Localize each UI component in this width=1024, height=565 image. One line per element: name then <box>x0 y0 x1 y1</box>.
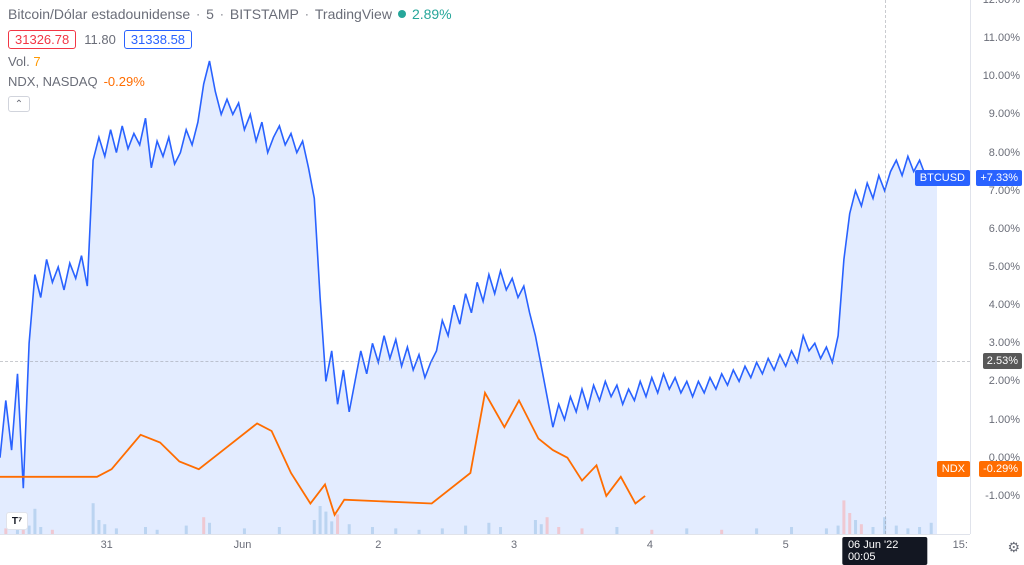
ohlc-row: 31326.78 11.80 31338.58 <box>8 30 192 49</box>
interval[interactable]: 5 <box>206 6 214 22</box>
x-tick-label: 15: <box>953 539 968 551</box>
y-tick-label: 9.00% <box>989 108 1020 120</box>
change-pct: 2.89% <box>412 6 452 22</box>
volume-value: 7 <box>33 54 40 69</box>
settings-button[interactable]: ⚙ <box>1007 539 1020 556</box>
compare-row: NDX, NASDAQ -0.29% <box>8 74 145 89</box>
tradingview-logo[interactable]: T⁷ <box>6 512 28 530</box>
exchange: BITSTAMP <box>230 6 299 22</box>
x-tick-label: 4 <box>647 539 653 551</box>
chevron-up-icon: ⌃ <box>15 99 23 110</box>
symbol-name[interactable]: Bitcoin/Dólar estadounidense <box>8 6 190 22</box>
chart-header: Bitcoin/Dólar estadounidense · 5 · BITST… <box>8 6 452 22</box>
crosshair-v-line <box>885 0 886 534</box>
y-tick-label: 1.00% <box>989 414 1020 426</box>
y-tick-label: 6.00% <box>989 223 1020 235</box>
y-tick-label: 3.00% <box>989 337 1020 349</box>
volume-row: Vol. 7 <box>8 54 41 69</box>
btc-price-badge: +7.33% <box>976 170 1022 186</box>
chart-pane[interactable] <box>0 0 970 534</box>
y-tick-label: 2.00% <box>989 375 1020 387</box>
x-tick-label: Jun <box>234 539 252 551</box>
provider: TradingView <box>315 6 392 22</box>
compare-change: -0.29% <box>104 74 145 89</box>
crosshair-y-badge: 2.53% <box>983 353 1022 369</box>
y-tick-label: 12.00% <box>983 0 1020 6</box>
y-tick-label: -1.00% <box>985 490 1020 502</box>
compare-symbol[interactable]: NDX, NASDAQ <box>8 74 98 89</box>
y-tick-label: 8.00% <box>989 147 1020 159</box>
x-axis[interactable]: 31Jun234515:06 Jun '22 00:05 <box>0 534 970 560</box>
volume-label: Vol. <box>8 54 30 69</box>
price-mid: 11.80 <box>84 32 116 47</box>
y-tick-label: 11.00% <box>984 32 1021 44</box>
y-axis[interactable]: 12.00% 11.00% 10.00% 9.00% 8.00% 7.00% 6.00% 5.… <box>970 0 1024 534</box>
ndx-price-badge: -0.29% <box>979 461 1022 477</box>
crosshair-x-badge: 06 Jun '22 00:05 <box>842 537 927 565</box>
status-dot-icon <box>398 10 406 18</box>
crosshair-h-line <box>0 361 970 362</box>
y-tick-label: 4.00% <box>989 299 1020 311</box>
y-tick-label: 10.00% <box>983 70 1020 82</box>
x-tick-label: 5 <box>783 539 789 551</box>
y-tick-label: 7.00% <box>989 185 1020 197</box>
x-tick-label: 2 <box>375 539 381 551</box>
x-tick-label: 31 <box>101 539 113 551</box>
ndx-tag: NDX <box>937 461 970 477</box>
price-close: 31338.58 <box>124 30 192 49</box>
x-tick-label: 3 <box>511 539 517 551</box>
btc-tag: BTCUSD <box>915 170 970 186</box>
y-tick-label: 5.00% <box>989 261 1020 273</box>
price-open: 31326.78 <box>8 30 76 49</box>
gear-icon: ⚙ <box>1007 539 1020 555</box>
collapse-button[interactable]: ⌃ <box>8 96 30 112</box>
price-chart[interactable] <box>0 0 970 534</box>
